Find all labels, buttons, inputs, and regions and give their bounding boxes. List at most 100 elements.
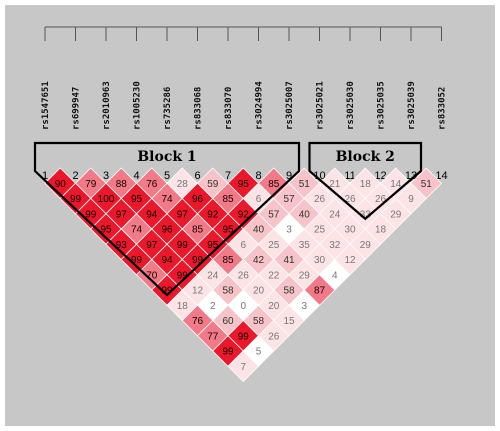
ld-value: 20 (253, 286, 265, 297)
ld-value: 85 (222, 255, 234, 266)
snp-index: 4 (133, 170, 139, 182)
ld-value: 90 (55, 179, 67, 190)
snp-label: rs699947 (72, 87, 82, 130)
ld-value: 30 (314, 255, 326, 266)
ld-value: 77 (207, 331, 219, 342)
ld-value: 29 (360, 240, 372, 251)
snp-label: rs3025035 (377, 81, 387, 130)
snp-index: 14 (435, 170, 447, 182)
ld-value: 20 (268, 301, 280, 312)
snp-index: 7 (225, 170, 231, 182)
ld-value: 88 (116, 179, 128, 190)
ld-value: 58 (253, 316, 265, 327)
snp-label: rs833070 (224, 87, 234, 130)
ld-value: 6 (240, 240, 246, 251)
block-outline (33, 141, 301, 297)
ld-value: 41 (283, 255, 295, 266)
snp-index: 13 (405, 170, 417, 182)
ld-value: 18 (360, 179, 372, 190)
snp-index: 8 (255, 170, 261, 182)
ld-value: 21 (329, 179, 341, 190)
snp-index: 2 (72, 170, 78, 182)
snp-label: rs1547651 (41, 81, 51, 130)
ld-value: 35 (299, 240, 311, 251)
ld-value: 40 (299, 209, 311, 220)
snp-index: 12 (374, 170, 386, 182)
snp-index: 1 (42, 170, 48, 182)
ld-value: 94 (146, 209, 158, 220)
ld-value: 51 (299, 179, 311, 190)
ld-value: 0 (240, 301, 246, 312)
ld-value: 96 (192, 194, 204, 205)
ld-value: 14 (390, 179, 402, 190)
ld-value: 4 (332, 270, 338, 281)
haplotype-blocks: Block 1 Block 2 (33, 141, 423, 297)
ld-value: 22 (268, 270, 280, 281)
ld-value: 26 (375, 194, 387, 205)
ld-heatmap: rs1547651 rs699947 rs2010963 rs1005230 rs735… (33, 26, 448, 383)
snp-label: rs3025039 (407, 81, 417, 130)
ld-plot-panel: rs1547651 rs699947 rs2010963 rs1005230 rs735… (5, 5, 495, 426)
ld-value: 25 (314, 225, 326, 236)
snp-index: 11 (344, 170, 355, 182)
ld-value: 74 (161, 194, 173, 205)
ld-value: 58 (283, 286, 295, 297)
ld-value: 24 (207, 270, 219, 281)
snp-index: 9 (286, 170, 292, 182)
snp-label: rs3025030 (346, 81, 356, 130)
ld-value: 18 (177, 301, 189, 312)
ld-value: 85 (222, 194, 234, 205)
ld-value: 92 (207, 209, 219, 220)
ld-value: 92 (238, 209, 250, 220)
ld-value: 26 (268, 331, 280, 342)
ld-value: 58 (222, 286, 234, 297)
ld-value: 29 (390, 209, 402, 220)
block-outline (308, 141, 423, 221)
ld-value: 26 (238, 270, 250, 281)
ld-cell (227, 350, 260, 383)
ld-value: 70 (146, 270, 158, 281)
ld-value: 12 (344, 255, 356, 266)
snp-index: 6 (194, 170, 200, 182)
ld-value: 42 (253, 255, 265, 266)
ld-value: 6 (256, 194, 262, 205)
snp-index: 3 (103, 170, 109, 182)
ld-value: 32 (329, 240, 341, 251)
snp-label: rs833052 (438, 87, 448, 130)
ld-value: 99 (238, 331, 250, 342)
ld-value: 24 (329, 209, 341, 220)
ld-value: 99 (177, 240, 189, 251)
ld-value: 95 (100, 225, 112, 236)
ld-value: 97 (177, 209, 189, 220)
ld-value: 95 (207, 240, 219, 251)
ld-value: 97 (116, 209, 128, 220)
snp-position-ticks (44, 26, 442, 41)
ld-value: 30 (344, 225, 356, 236)
ld-value: 28 (177, 179, 189, 190)
ld-value: 97 (146, 240, 158, 251)
block-label: Block 2 (336, 149, 395, 165)
ld-value: 95 (131, 194, 143, 205)
ld-value: 2 (210, 301, 216, 312)
ld-value: 3 (301, 301, 307, 312)
ld-value: 99 (70, 194, 82, 205)
ld-value: 57 (268, 209, 280, 220)
ld-value: 51 (421, 179, 433, 190)
ld-value: 99 (192, 255, 204, 266)
ld-value: 99 (177, 270, 189, 281)
ld-value: 93 (116, 240, 128, 251)
ld-value: 26 (344, 194, 356, 205)
ld-value: 79 (85, 179, 97, 190)
ld-value: 95 (238, 179, 250, 190)
ld-value: 85 (192, 225, 204, 236)
ld-value: 9 (408, 194, 414, 205)
ld-value: 99 (85, 209, 97, 220)
ld-value: 26 (314, 194, 326, 205)
snp-labels: rs1547651 rs699947 rs2010963 rs1005230 rs735… (41, 81, 448, 130)
ld-value: 33 (360, 209, 372, 220)
ld-value: 12 (192, 286, 204, 297)
snp-label: rs833068 (194, 87, 204, 130)
ld-value: 60 (222, 316, 234, 327)
snp-index-labels: 1 2 3 4 5 6 7 8 9 10 11 12 13 14 (42, 170, 448, 182)
